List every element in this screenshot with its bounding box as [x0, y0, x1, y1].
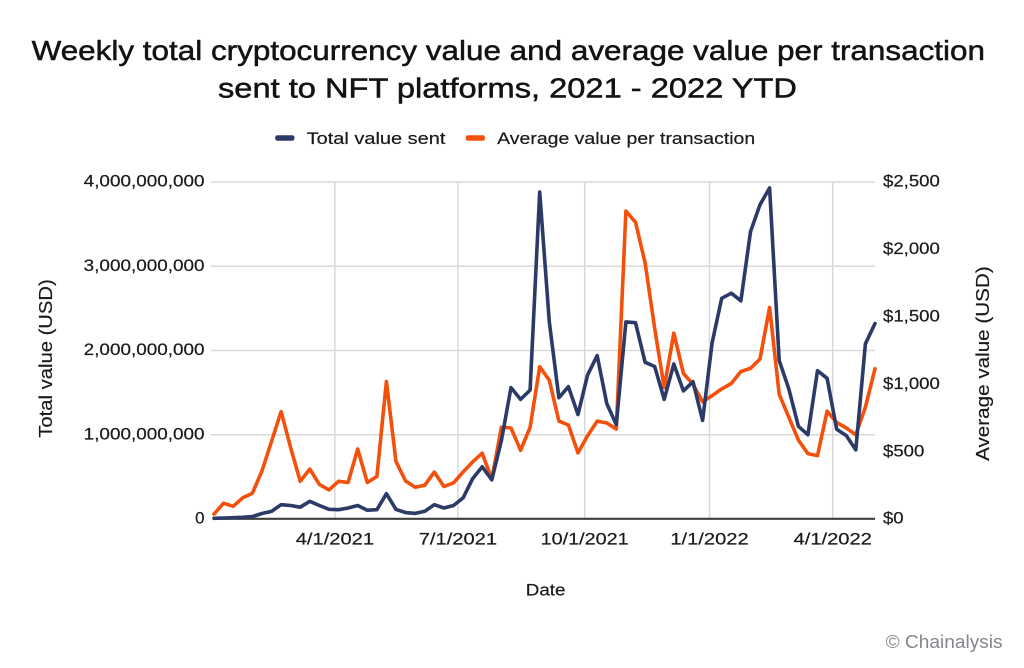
svg-text:4,000,000,000: 4,000,000,000 [84, 173, 205, 191]
svg-text:Date: Date [526, 582, 566, 600]
svg-text:1/1/2022: 1/1/2022 [670, 531, 748, 549]
svg-text:7/1/2021: 7/1/2021 [419, 531, 497, 549]
svg-text:Total value (USD): Total value (USD) [36, 279, 56, 438]
svg-text:1,000,000,000: 1,000,000,000 [84, 425, 205, 443]
svg-text:10/1/2021: 10/1/2021 [541, 531, 629, 549]
svg-text:$2,500: $2,500 [883, 173, 940, 191]
svg-text:Average value (USD): Average value (USD) [973, 266, 993, 461]
svg-text:$1,000: $1,000 [883, 375, 940, 393]
svg-text:Total value sent: Total value sent [307, 129, 446, 148]
svg-text:© Chainalysis: © Chainalysis [886, 631, 1003, 652]
svg-text:$0: $0 [883, 510, 904, 528]
svg-text:3,000,000,000: 3,000,000,000 [84, 257, 205, 275]
svg-text:$1,500: $1,500 [883, 308, 940, 326]
svg-text:$2,000: $2,000 [883, 240, 940, 258]
svg-text:2,000,000,000: 2,000,000,000 [84, 341, 205, 359]
svg-text:4/1/2022: 4/1/2022 [794, 531, 872, 549]
svg-text:Average value per transaction: Average value per transaction [497, 129, 755, 148]
svg-text:0: 0 [195, 510, 204, 528]
svg-text:sent to NFT platforms, 2021 -: sent to NFT platforms, 2021 - 2022 YTD [218, 73, 797, 104]
svg-text:Weekly total cryptocurrency va: Weekly total cryptocurrency value and av… [32, 35, 985, 66]
svg-text:$500: $500 [883, 442, 924, 460]
svg-text:4/1/2021: 4/1/2021 [296, 531, 374, 549]
